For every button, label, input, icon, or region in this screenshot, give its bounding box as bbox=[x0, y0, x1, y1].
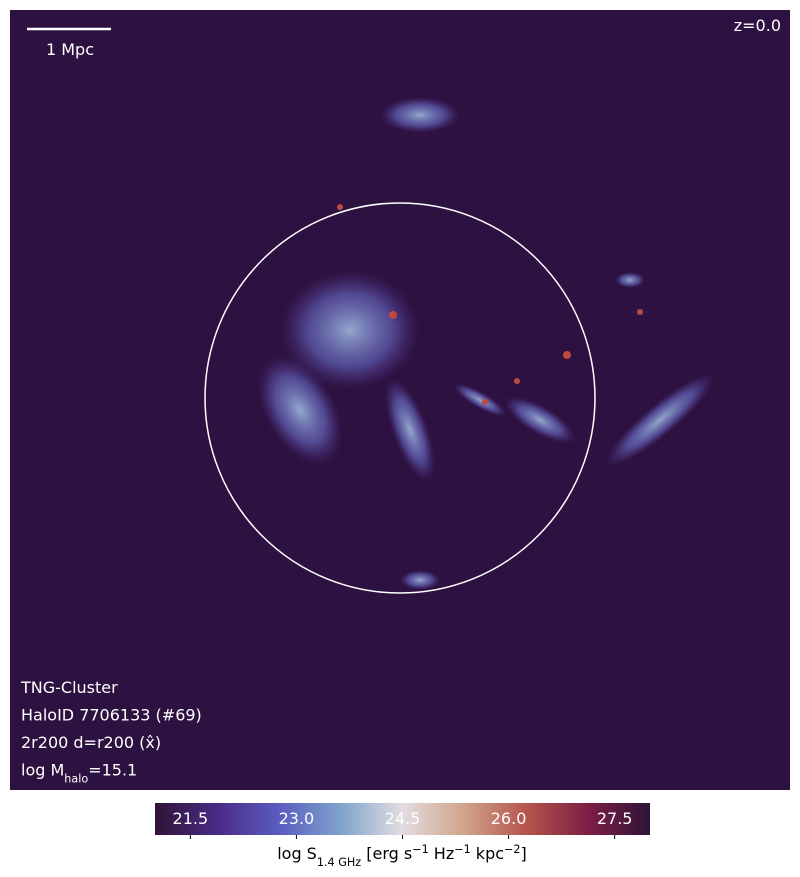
hotspot bbox=[637, 309, 643, 315]
redshift-label: z=0.0 bbox=[734, 16, 781, 35]
emission-blob bbox=[615, 272, 645, 288]
colorbar-label: log S1.4 GHz [erg s−1 Hz−1 kpc−2] bbox=[277, 843, 527, 869]
hotspot bbox=[563, 351, 571, 359]
text-part: Hz bbox=[429, 844, 455, 863]
info-block: TNG-Cluster HaloID 7706133 (#69) 2r200 d=r… bbox=[20, 678, 202, 785]
emission-blob bbox=[280, 270, 420, 390]
text-part: ] bbox=[521, 844, 527, 863]
r200-circle bbox=[204, 202, 596, 594]
emission-blob bbox=[400, 570, 440, 590]
emission-blob bbox=[453, 383, 507, 417]
text-part: −2 bbox=[504, 843, 521, 856]
text-part: 2r200 d=r200 ( bbox=[21, 733, 145, 752]
emission-blob bbox=[257, 355, 343, 465]
text-part: ) bbox=[155, 733, 161, 752]
text-part: −1 bbox=[412, 843, 429, 856]
text-part: =15.1 bbox=[88, 761, 137, 780]
text-part: HaloID 7706133 (#69) bbox=[21, 706, 202, 725]
info-line: TNG-Cluster bbox=[20, 678, 118, 697]
emission-blob bbox=[384, 377, 436, 483]
colorbar-tick-label: 23.0 bbox=[279, 809, 315, 828]
colorbar-ticks: 21.5 23.0 24.5 26.0 27.5 bbox=[173, 809, 633, 839]
emission-blob bbox=[605, 373, 715, 467]
info-line: log Mhalo=15.1 bbox=[21, 761, 137, 786]
colorbar-tick-label: 27.5 bbox=[597, 809, 633, 828]
colorbar-tick-label: 21.5 bbox=[173, 809, 209, 828]
text-part: 1.4 GHz bbox=[317, 856, 361, 869]
colorbar bbox=[155, 803, 650, 835]
hotspot bbox=[514, 378, 520, 384]
emission bbox=[257, 97, 715, 590]
text-part: TNG-Cluster bbox=[20, 678, 118, 697]
scale-bar-label: 1 Mpc bbox=[46, 40, 94, 59]
text-part: log S bbox=[277, 844, 317, 863]
text-part: log M bbox=[21, 761, 64, 780]
text-part: halo bbox=[64, 772, 88, 785]
emission-blob bbox=[504, 396, 576, 444]
info-line: 2r200 d=r200 (x̂) bbox=[21, 733, 161, 752]
text-part: kpc bbox=[471, 844, 504, 863]
hotspot bbox=[337, 204, 343, 210]
colorbar-tick-label: 26.0 bbox=[491, 809, 527, 828]
info-line: HaloID 7706133 (#69) bbox=[21, 706, 202, 725]
text-part: x̂ bbox=[145, 733, 154, 752]
hotspot bbox=[389, 311, 397, 319]
colorbar-tick-label: 24.5 bbox=[385, 809, 421, 828]
emission-blob bbox=[380, 97, 460, 133]
text-part: [erg s bbox=[361, 844, 412, 863]
hotspot bbox=[482, 399, 488, 405]
text-part: −1 bbox=[454, 843, 471, 856]
